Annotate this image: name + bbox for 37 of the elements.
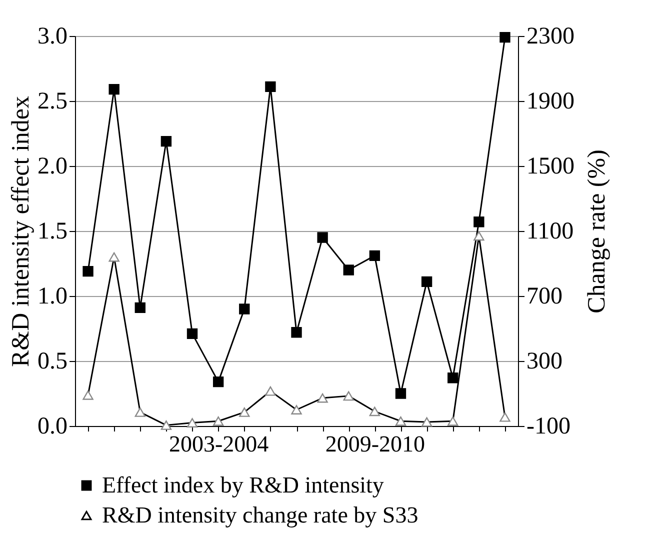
y2-axis-title: Change rate (%) (584, 150, 610, 314)
y2-tick-label: 300 (526, 348, 562, 374)
legend-label: R&D intensity change rate by S33 (102, 502, 418, 528)
point (500, 32, 510, 43)
y2-tick-label: 700 (526, 284, 562, 310)
y-tick-label: 1.0 (38, 284, 68, 310)
point (291, 327, 302, 338)
point (317, 232, 328, 243)
y2-tick-label: 1500 (526, 154, 574, 180)
y-tick-label: 2.5 (38, 88, 68, 114)
point (82, 266, 94, 277)
y-tick-label: 0.0 (38, 414, 68, 440)
y-tick-label: 3.0 (38, 24, 68, 50)
y2-tick-label: 1900 (526, 88, 574, 114)
y-tick-label: 2.0 (38, 154, 68, 180)
point (239, 304, 250, 314)
y-tick-label: 1.5 (38, 218, 68, 244)
x-tick-label: 2009-2010 (325, 432, 426, 456)
point (265, 81, 276, 92)
point (421, 276, 432, 288)
point (108, 84, 120, 95)
point (448, 372, 458, 384)
point (395, 388, 406, 399)
point (474, 216, 484, 228)
y-axis-title: R&D intensity effect index (8, 96, 34, 368)
y2-tick-label: 2300 (526, 24, 574, 50)
point (212, 376, 224, 388)
point (160, 136, 172, 147)
y2-tick-label: -100 (526, 414, 570, 440)
y2-tick-label: 1100 (526, 218, 574, 244)
point (134, 302, 146, 314)
point (369, 250, 380, 262)
y-tick-label: 0.5 (38, 348, 68, 374)
legend-label: Effect index by R&D intensity (102, 472, 384, 498)
x-tick-label: 2003-2004 (168, 432, 270, 456)
point (186, 328, 198, 340)
point (343, 264, 354, 276)
